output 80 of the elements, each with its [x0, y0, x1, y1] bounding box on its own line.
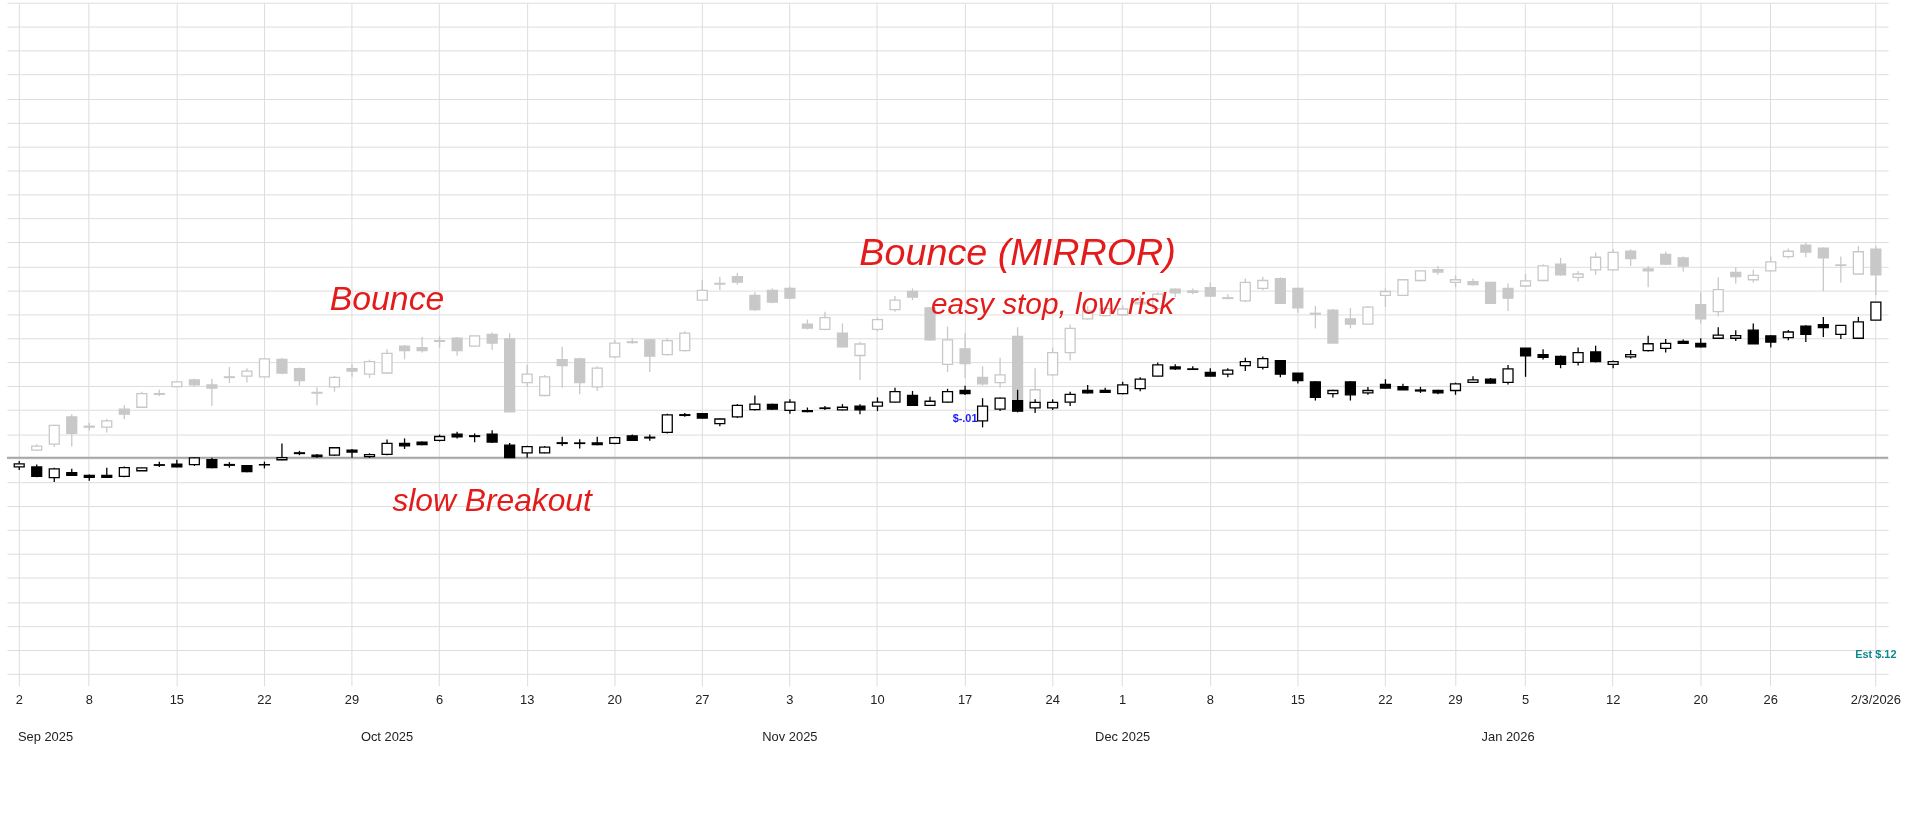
candlestick	[574, 357, 586, 395]
candlestick	[1607, 248, 1619, 272]
candlestick	[346, 448, 358, 459]
candlestick	[854, 341, 866, 381]
annotation: easy stop, low risk	[931, 286, 1177, 320]
x-tick-label: 29	[344, 692, 360, 708]
x-tick-label: 20	[607, 692, 622, 708]
candlestick	[1852, 316, 1864, 340]
x-tick-label: 24	[1045, 692, 1060, 708]
x-tick-label: 17	[957, 692, 973, 708]
candlestick	[1852, 245, 1864, 275]
candlestick	[959, 332, 971, 379]
x-tick-label: 15	[169, 692, 185, 708]
candlestick	[644, 338, 656, 373]
x-tick-label: 8	[85, 692, 93, 708]
x-tick-label: 26	[1763, 692, 1778, 708]
candlestick	[346, 363, 358, 378]
candlestick	[1344, 307, 1357, 330]
candlestick	[521, 364, 533, 388]
x-tick-label: 6	[436, 692, 444, 708]
x-tick-label: 2	[15, 692, 23, 708]
x-tick-label: 15	[1290, 692, 1306, 708]
x-tick-label: 22	[1378, 692, 1393, 708]
annotation: Bounce (MIRROR)	[859, 231, 1176, 274]
candlestick	[1379, 287, 1392, 308]
text: Jan 2026	[1481, 729, 1535, 745]
candlestick	[1519, 347, 1532, 378]
x-tick-label: 13	[519, 692, 535, 708]
candlestick	[416, 336, 428, 354]
annotation: Bounce	[329, 278, 445, 317]
candlestick	[311, 386, 323, 406]
text: slow Breakout	[392, 482, 594, 519]
x-tick-label: 29	[1448, 692, 1463, 708]
candlestick	[1835, 255, 1847, 284]
candlestick	[1817, 246, 1829, 292]
candlestick	[381, 348, 393, 374]
candlestick	[1047, 346, 1059, 377]
candlestick	[66, 413, 78, 448]
text: Dec 2025	[1095, 729, 1151, 745]
candlestick	[1712, 276, 1724, 318]
candlestick	[1817, 316, 1829, 338]
candlestick	[1537, 348, 1549, 361]
x-tick-label: 20	[1693, 692, 1708, 708]
candlestick	[363, 358, 376, 379]
x-tick-label: 22	[257, 692, 272, 708]
x-tick-label: 5	[1521, 692, 1530, 708]
candlestick	[976, 397, 989, 429]
candlestick	[1292, 287, 1304, 314]
candlestick	[293, 366, 306, 387]
text: Sep 2025	[17, 729, 74, 745]
x-tick-label: 2/3/2026	[1850, 692, 1901, 708]
candlestick	[976, 365, 989, 387]
candlestick	[749, 291, 761, 312]
text: Nov 2025	[762, 729, 818, 745]
candlestick	[836, 322, 849, 349]
candlestick	[451, 336, 463, 357]
x-tick-label: 1	[1119, 692, 1127, 708]
candlestick	[556, 346, 568, 389]
candlestick	[1590, 251, 1602, 276]
candlestick	[1747, 322, 1759, 345]
candlestick	[1695, 291, 1707, 325]
candlestick	[1432, 265, 1444, 276]
candlestick	[1502, 282, 1514, 312]
candlestick	[994, 357, 1006, 389]
x-tick-label: 12	[1605, 692, 1621, 708]
x-tick-label: 10	[870, 692, 885, 708]
candlestick	[696, 279, 708, 302]
text: Est $.12	[1855, 647, 1897, 660]
candlestick	[1344, 380, 1357, 402]
x-tick-label: 3	[786, 692, 794, 708]
x-tick-label: 8	[1206, 692, 1214, 708]
candlestick	[206, 378, 218, 407]
x-tick-label: 27	[695, 692, 710, 708]
text: Oct 2025	[360, 729, 414, 745]
candlestick	[591, 365, 603, 392]
candlestick	[1642, 265, 1654, 288]
candlestick	[1309, 380, 1321, 402]
candlestick	[1309, 305, 1321, 330]
candlestick	[1502, 364, 1514, 386]
candlestick	[276, 442, 288, 461]
